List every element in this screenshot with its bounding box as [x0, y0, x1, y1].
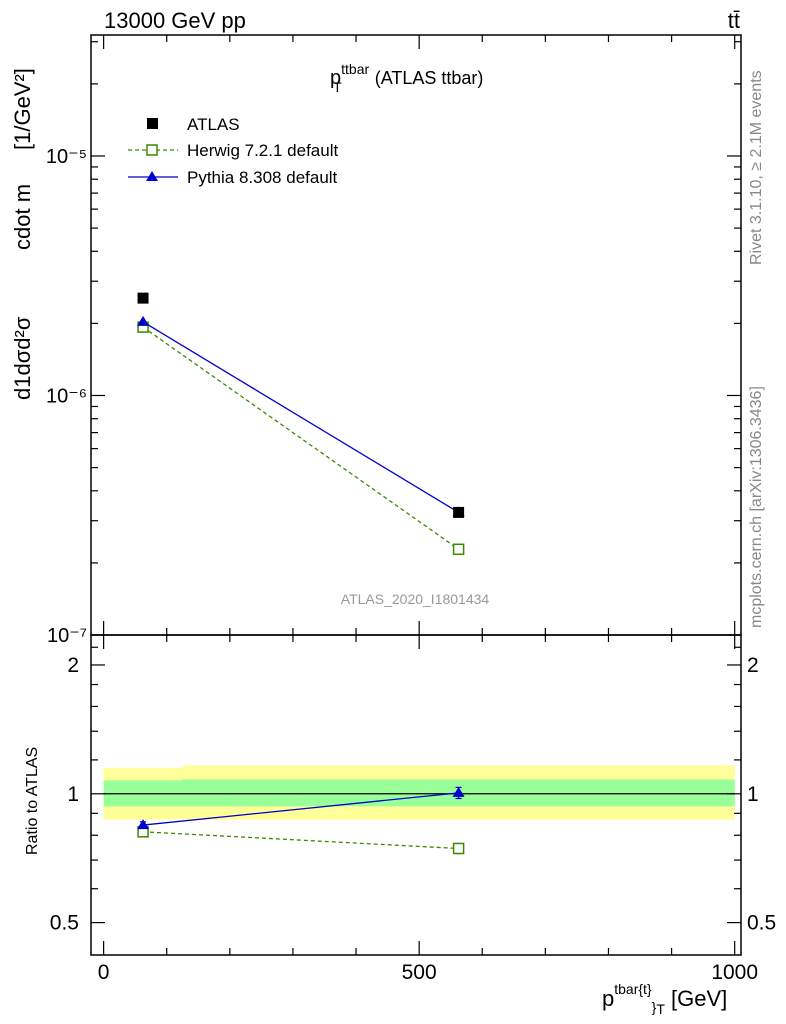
- main-ytick-label: 10⁻⁷: [47, 625, 87, 647]
- process-label: tt̄: [728, 8, 740, 33]
- main-point-herwig: [452, 543, 465, 556]
- ratio-xtick-label: 1000: [711, 961, 758, 984]
- legend-herwig-marker: [146, 144, 158, 156]
- xlabel-units: [GeV]: [665, 986, 727, 1011]
- ratio-uncertainty-bands: [103, 765, 735, 820]
- ratio-ytick-label: 2: [67, 654, 79, 677]
- energy-label: 13000 GeV pp: [104, 8, 246, 33]
- ratio-panel: 0.5 0.5 1 1 2 2 0 500 1000 Ratio to ATLAS ptbar{…: [24, 634, 776, 1017]
- main-point-pythia: [137, 315, 150, 326]
- rivet-label: Rivet 3.1.10, ≥ 2.1M events: [748, 70, 765, 265]
- main-ylabel-rest: cdot m: [10, 184, 35, 250]
- ratio-point-pythia: [452, 786, 465, 797]
- legend-pythia-marker: [146, 171, 158, 181]
- xlabel-sub: }: [652, 999, 657, 1015]
- ratio-ytick-label-right: 1: [747, 783, 759, 806]
- ratio-ytick-label-right: 0.5: [747, 912, 776, 935]
- plot-title-main: p: [330, 67, 341, 89]
- main-y-ticks: 10⁻⁷ 10⁻⁶ 10⁻⁵: [46, 35, 741, 647]
- ratio-point-herwig: [452, 842, 465, 855]
- main-series-line: [142, 321, 459, 513]
- xlabel-main: p: [602, 986, 614, 1011]
- main-ytick-label: 10⁻⁶: [46, 385, 87, 407]
- xlabel-sup: tbar{t}: [614, 981, 652, 997]
- main-panel: 10⁻⁷ 10⁻⁶ 10⁻⁵ pttbar T (ATLAS ttbar) ATLAS…: [10, 34, 742, 647]
- legend-pythia-label: Pythia 8.308 default: [187, 168, 338, 187]
- plot-title-suffix: (ATLAS ttbar): [370, 68, 484, 88]
- ratio-ylabel: Ratio to ATLAS: [24, 747, 41, 855]
- main-series: [137, 292, 465, 556]
- ratio-series: [137, 786, 465, 855]
- ratio-xlabel: ptbar{t}}T [GeV]: [602, 981, 727, 1017]
- analysis-label: ATLAS_2020_I1801434: [341, 591, 490, 607]
- ratio-point-pythia: [137, 819, 150, 830]
- ratio-ticks: 0.5 0.5 1 1 2 2 0 500 1000: [50, 635, 776, 984]
- mcplots-label: mcplots.cern.ch [arXiv:1306.3436]: [748, 386, 765, 628]
- legend: ATLAS Herwig 7.2.1 default Pythia 8.308 …: [128, 115, 338, 187]
- ratio-ytick-label-right: 2: [747, 654, 759, 677]
- plot-title: pttbar T (ATLAS ttbar): [330, 61, 483, 95]
- main-point-atlas: [453, 506, 465, 518]
- ratio-frame: [90, 634, 742, 956]
- main-ytick-label: 10⁻⁵: [46, 146, 87, 168]
- ratio-xtick-label: 500: [402, 961, 437, 984]
- ratio-series-line: [142, 792, 459, 826]
- xlabel-sub2: T: [656, 1001, 665, 1017]
- ratio-series-line: [143, 831, 459, 850]
- ratio-ytick-label: 0.5: [50, 912, 79, 935]
- plot-title-sup: ttbar: [341, 61, 369, 77]
- main-ylabel-units: [1/GeV²]: [10, 68, 35, 150]
- legend-herwig-label: Herwig 7.2.1 default: [187, 141, 338, 160]
- legend-atlas-marker: [147, 118, 158, 129]
- ratio-xtick-label: 0: [98, 961, 110, 984]
- ratio-ytick-label: 1: [67, 783, 79, 806]
- plot-title-sub: T: [333, 79, 342, 95]
- main-series-line: [142, 326, 459, 550]
- legend-atlas-label: ATLAS: [187, 115, 240, 134]
- main-point-atlas: [137, 292, 149, 304]
- main-ylabel-main: d1dσd²σ: [10, 316, 35, 400]
- main-ylabel: d1dσd²σ cdot m [1/GeV²]: [10, 68, 35, 400]
